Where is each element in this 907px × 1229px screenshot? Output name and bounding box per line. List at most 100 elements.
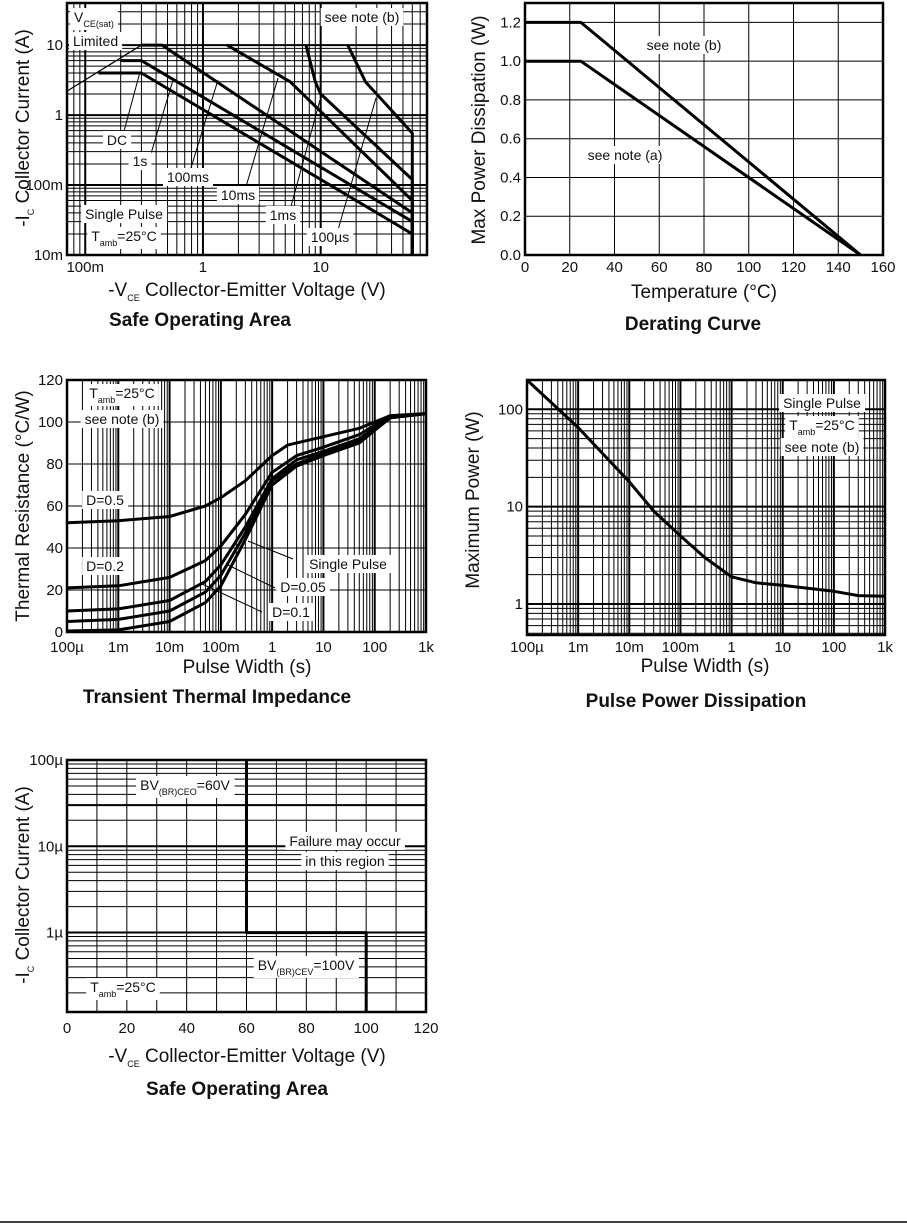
plot-frame	[65, 1, 429, 257]
text-segment: 1s	[133, 153, 148, 169]
annotation-background	[320, 8, 404, 26]
text-segment: 100ms	[167, 169, 209, 185]
x-tick-label: 100m	[66, 259, 104, 276]
annotation-text: see note (a)	[588, 147, 663, 163]
chart-title: Safe Operating Area	[146, 1079, 328, 1100]
series-line-see-note-a-	[525, 59, 862, 257]
chart-5: 0 20 40 60 80 100 120 1µ 10µ 100µ -VCE Collector-E…	[13, 752, 439, 1100]
annotation: 100µs	[306, 228, 354, 246]
annotation-text: VCE(sat)	[74, 9, 114, 29]
annotation: D=0.2	[82, 557, 129, 575]
x-tick-label: 100µ	[50, 639, 84, 656]
annotation: Single Pulse	[779, 394, 866, 412]
annotation-background	[253, 956, 359, 978]
subscript-text: CE	[127, 1059, 140, 1069]
y-axis-label: -IC Collector Current (A)	[13, 29, 36, 227]
annotation: BV(BR)CEV=100V	[253, 956, 359, 978]
annotation-text: Limited	[73, 33, 118, 49]
x-tick-label: 140	[826, 259, 851, 276]
chart-title: Pulse Power Dissipation	[586, 691, 807, 712]
annotation-background	[780, 438, 864, 456]
annotation-background	[306, 228, 354, 246]
annotation-text: 100ms	[167, 169, 209, 185]
text-segment: in this region	[305, 853, 384, 869]
annotation-text: see note (b)	[85, 411, 160, 427]
annotation-text: Failure may occur	[289, 833, 401, 849]
subscript-text: amb	[798, 427, 816, 437]
x-tick-label: 1	[727, 639, 735, 656]
text-segment: T	[789, 417, 798, 433]
annotation-text: Single Pulse	[783, 395, 861, 411]
annotation-background	[265, 206, 301, 224]
text-segment: -I	[13, 215, 34, 227]
annotation: see note (b)	[780, 438, 864, 456]
x-tick-label: 80	[298, 1020, 315, 1037]
series-line-see-note-b-	[525, 20, 862, 257]
text-segment: Collector-Emitter Voltage (V)	[140, 1046, 386, 1067]
annotation-background	[216, 186, 260, 204]
y-tick-label: 100m	[25, 177, 63, 194]
x-tick-label: 10m	[615, 639, 644, 656]
annotation: 1s	[128, 152, 152, 170]
chart-4: 100µ 1m 10m 100m 1 10 100 1k 1 10 100 Pulse Width (…	[463, 378, 893, 712]
x-axis-label: Temperature (°C)	[631, 282, 777, 303]
y-tick-label: 10µ	[38, 838, 64, 855]
x-tick-label: 1	[268, 639, 276, 656]
x-tick-label: 100	[362, 639, 387, 656]
text-segment: =25°C	[117, 228, 156, 244]
text-segment: Failure may occur	[289, 833, 401, 849]
y-tick-label: 40	[46, 540, 63, 557]
text-segment: =100V	[313, 957, 355, 973]
subscript-text: (BR)CEV	[276, 967, 313, 977]
annotation: see note (a)	[583, 146, 667, 164]
subscript-text: amb	[99, 989, 117, 999]
annotation-text: Tamb=25°C	[789, 417, 855, 437]
y-tick-label: 0.6	[500, 131, 521, 148]
annotation: Failure may occur	[285, 832, 405, 850]
annotation-text: BV(BR)CEV=100V	[258, 957, 355, 977]
leader-line	[199, 582, 263, 613]
annotation-text: 1ms	[270, 207, 296, 223]
text-segment: see note (b)	[325, 9, 400, 25]
subscript-text: amb	[98, 395, 116, 405]
text-segment: -V	[108, 280, 127, 301]
y-tick-label: 0.2	[500, 208, 521, 225]
text-segment: D=0.5	[86, 492, 124, 508]
annotation-background	[82, 557, 129, 575]
x-tick-label: 1	[199, 259, 207, 276]
annotation-background	[301, 852, 389, 870]
annotation-text: D=0.1	[272, 604, 310, 620]
x-tick-label: 100µ	[510, 639, 544, 656]
series-line-d-0-5	[66, 412, 427, 525]
subscript-text: C	[26, 208, 36, 215]
annotation: D=0.05	[276, 578, 330, 596]
annotation-background	[85, 384, 159, 406]
annotation: Single Pulse	[81, 205, 168, 223]
annotation-text: Tamb=25°C	[91, 228, 157, 248]
annotation: in this region	[301, 852, 389, 870]
text-segment: Single Pulse	[85, 206, 163, 222]
series-line-single-pulse	[66, 412, 427, 633]
y-tick-label: 100	[38, 414, 63, 431]
y-tick-label: 0.8	[500, 92, 521, 109]
annotation-background	[268, 603, 315, 621]
text-segment: Thermal Resistance (°C/W)	[13, 390, 34, 621]
x-axis-label: -VCE Collector-Emitter Voltage (V)	[108, 1046, 386, 1069]
annotation: see note (b)	[642, 36, 726, 54]
text-segment: DC	[107, 132, 127, 148]
annotation-background	[136, 776, 235, 798]
annotation-text: Tamb=25°C	[89, 385, 155, 405]
annotation-text: 100µs	[311, 229, 349, 245]
leader-line	[189, 79, 219, 172]
text-segment: BV	[140, 777, 159, 793]
annotation-background	[80, 410, 164, 428]
x-tick-label: 100m	[202, 639, 240, 656]
leader-line	[247, 540, 294, 560]
text-segment: T	[90, 979, 99, 995]
annotation-text: Single Pulse	[85, 206, 163, 222]
plot-frame	[65, 378, 428, 634]
leader-line	[227, 564, 276, 589]
series-line-0	[525, 378, 886, 598]
